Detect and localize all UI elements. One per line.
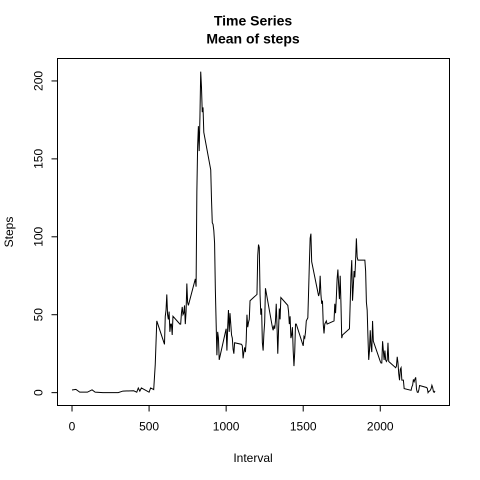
x-tick-label: 0 <box>69 420 76 434</box>
y-tick-label: 100 <box>32 226 46 246</box>
x-tick-label: 2000 <box>367 420 394 434</box>
y-tick-label: 200 <box>32 71 46 91</box>
chart-title: Time Series <box>214 13 293 29</box>
x-tick-label: 500 <box>139 420 159 434</box>
y-tick-label: 0 <box>32 389 46 396</box>
y-axis-label: Steps <box>2 217 16 248</box>
y-tick-label: 50 <box>32 308 46 322</box>
plot-box <box>57 58 450 406</box>
data-line <box>71 71 436 395</box>
chart-subtitle: Mean of steps <box>206 31 300 47</box>
x-axis-label: Interval <box>233 451 272 465</box>
y-tick-label: 150 <box>32 149 46 169</box>
x-tick-label: 1000 <box>213 420 240 434</box>
x-tick-label: 1500 <box>290 420 317 434</box>
